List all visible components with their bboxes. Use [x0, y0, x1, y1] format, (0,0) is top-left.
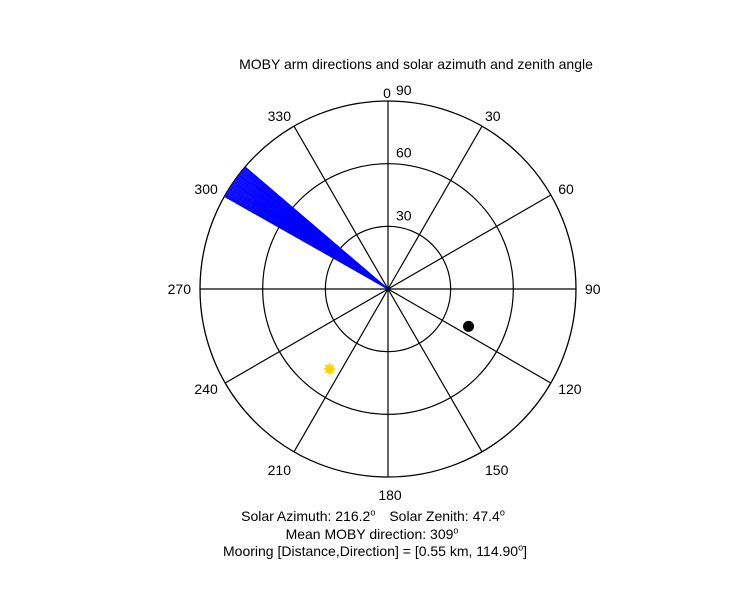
- grid-spoke: [387, 288, 552, 384]
- angle-tick-label: 330: [268, 108, 292, 124]
- grid-spoke: [387, 288, 483, 453]
- radial-tick-label: 60: [396, 145, 412, 161]
- polar-grid: [199, 100, 577, 478]
- solar-caption: Solar Azimuth: 216.2o Solar Zenith: 47.4o: [0, 508, 748, 524]
- angle-tick-label: 240: [194, 381, 218, 397]
- sun-ray: [328, 364, 335, 370]
- chart-title: MOBY arm directions and solar azimuth an…: [239, 56, 593, 72]
- radial-tick-label: 90: [396, 82, 412, 98]
- grid-spoke: [387, 125, 483, 290]
- solar-zenith-text: Solar Zenith: 47.4: [389, 508, 500, 524]
- mooring-point: [463, 320, 475, 332]
- mean-direction-caption: Mean MOBY direction: 309o: [0, 526, 747, 542]
- mooring-text: Mooring [Distance,Direction] = [0.55 km,…: [223, 543, 519, 559]
- solar-azimuth-text: Solar Azimuth: 216.2: [241, 508, 371, 524]
- degree-symbol: o: [370, 507, 376, 518]
- mean-direction-text: Mean MOBY direction: 309: [285, 526, 454, 542]
- angle-tick-label: 30: [485, 108, 501, 124]
- radial-tick-label: 30: [396, 207, 412, 223]
- angle-tick-label: 300: [194, 181, 218, 197]
- degree-symbol: o: [453, 525, 459, 536]
- degree-symbol: o: [499, 507, 505, 518]
- angle-tick-label: 60: [558, 181, 574, 197]
- grid-spoke: [387, 194, 552, 290]
- data-points: [323, 320, 475, 375]
- mooring-caption: Mooring [Distance,Direction] = [0.55 km,…: [0, 543, 750, 559]
- angle-tick-label: 90: [585, 281, 601, 297]
- sun-marker: [323, 362, 336, 375]
- angle-tick-label: 210: [268, 462, 292, 478]
- angular-tick-labels: 0 30 60 90 120 150 180 210 240 270 300 330: [168, 85, 601, 503]
- degree-symbol: o: [518, 542, 524, 553]
- grid-spoke: [293, 125, 389, 290]
- grid-spoke: [224, 288, 389, 384]
- moby-arm-lines: [224, 166, 389, 290]
- angle-tick-label: 180: [378, 487, 402, 503]
- moby-arm-line: [244, 166, 389, 290]
- grid-spoke: [293, 288, 389, 453]
- angle-tick-label: 150: [485, 462, 509, 478]
- radial-tick-labels: 30 60 90: [396, 82, 412, 223]
- angle-tick-label: 120: [558, 381, 582, 397]
- angle-tick-label: 270: [168, 281, 192, 297]
- angle-tick-label: 0: [383, 85, 391, 101]
- mooring-suffix: ]: [523, 543, 527, 559]
